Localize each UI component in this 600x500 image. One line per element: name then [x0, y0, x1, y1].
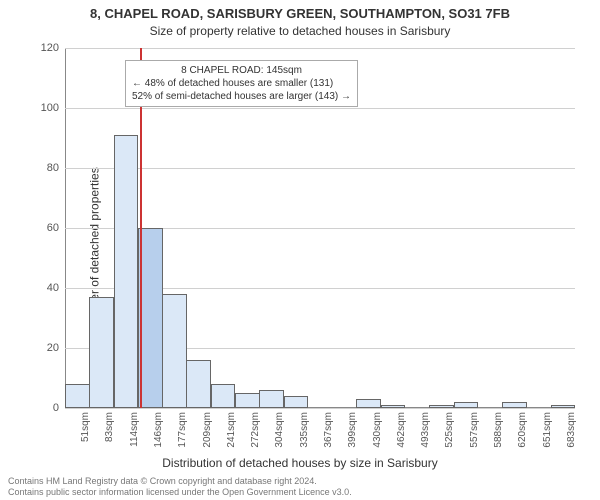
histogram-bar: [162, 294, 187, 408]
x-tick: 493sqm: [420, 412, 431, 448]
x-tick: 399sqm: [347, 412, 358, 448]
footer-line1: Contains HM Land Registry data © Crown c…: [8, 476, 352, 487]
histogram-bar: [429, 405, 454, 408]
histogram-bar: [211, 384, 236, 408]
x-tick: 114sqm: [129, 412, 140, 447]
histogram-bar: [551, 405, 576, 408]
annotation-line2: ← 48% of detached houses are smaller (13…: [132, 77, 351, 90]
x-tick: 588sqm: [493, 412, 504, 448]
x-tick: 146sqm: [153, 412, 164, 448]
x-tick: 304sqm: [274, 412, 285, 448]
y-tick: 60: [47, 222, 59, 234]
histogram-bar: [89, 297, 114, 408]
x-tick: 620sqm: [517, 412, 528, 448]
x-tick: 430sqm: [372, 412, 383, 448]
histogram-bar: [454, 402, 479, 408]
x-tick: 462sqm: [396, 412, 407, 448]
histogram-bar: [284, 396, 309, 408]
annotation-box: 8 CHAPEL ROAD: 145sqm ← 48% of detached …: [125, 60, 358, 107]
histogram-bar: [65, 384, 90, 408]
histogram-bar: [235, 393, 260, 408]
x-axis-label: Distribution of detached houses by size …: [0, 456, 600, 470]
y-tick: 120: [41, 42, 59, 54]
histogram-bar: [259, 390, 284, 408]
histogram-bar: [381, 405, 406, 408]
x-tick: 525sqm: [444, 412, 455, 448]
histogram-bar: [502, 402, 527, 408]
x-tick: 651sqm: [542, 412, 553, 448]
gridline: [65, 408, 575, 409]
histogram-bar: [186, 360, 211, 408]
y-tick: 40: [47, 282, 59, 294]
chart-title-main: 8, CHAPEL ROAD, SARISBURY GREEN, SOUTHAM…: [0, 6, 600, 21]
x-tick: 683sqm: [566, 412, 577, 448]
x-tick: 241sqm: [226, 412, 237, 448]
footer-line2: Contains public sector information licen…: [8, 487, 352, 498]
y-tick: 20: [47, 342, 59, 354]
y-tick: 80: [47, 162, 59, 174]
y-tick: 0: [53, 402, 59, 414]
x-tick: 367sqm: [323, 412, 334, 448]
x-tick: 51sqm: [80, 412, 91, 442]
annotation-line1: 8 CHAPEL ROAD: 145sqm: [132, 64, 351, 77]
x-tick: 272sqm: [250, 412, 261, 448]
x-tick: 557sqm: [469, 412, 480, 448]
footer-attribution: Contains HM Land Registry data © Crown c…: [8, 476, 352, 498]
histogram-bar: [356, 399, 381, 408]
x-tick: 83sqm: [104, 412, 115, 442]
histogram-bar: [114, 135, 139, 408]
x-tick: 177sqm: [177, 412, 188, 448]
annotation-line3: 52% of semi-detached houses are larger (…: [132, 90, 351, 103]
chart-title-sub: Size of property relative to detached ho…: [0, 24, 600, 38]
y-tick: 100: [41, 102, 59, 114]
x-tick: 209sqm: [202, 412, 213, 448]
x-tick: 335sqm: [299, 412, 310, 448]
chart-container: 8, CHAPEL ROAD, SARISBURY GREEN, SOUTHAM…: [0, 0, 600, 500]
